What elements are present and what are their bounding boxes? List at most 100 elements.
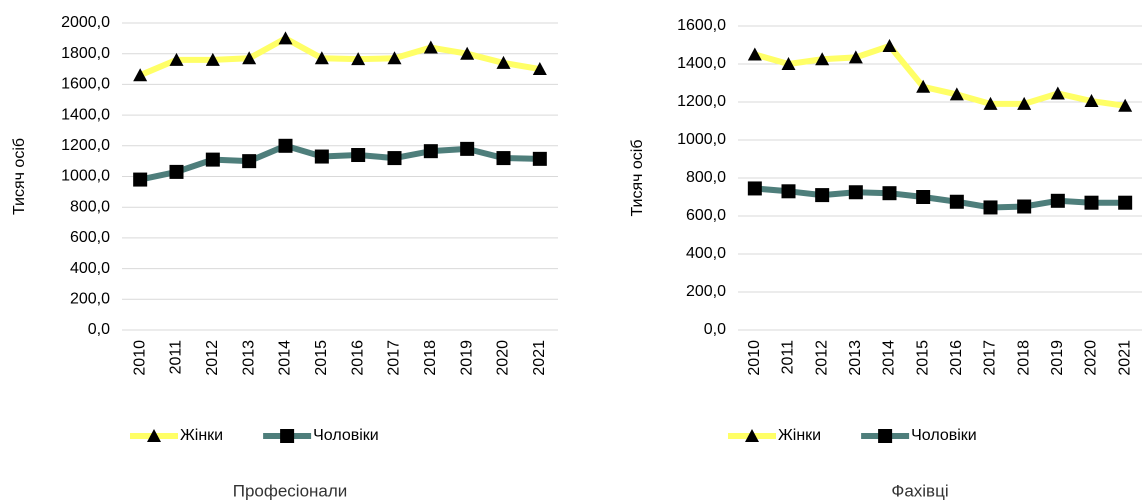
y-tick-label: 0,0 xyxy=(88,321,110,338)
square-marker xyxy=(781,184,796,199)
y-tick-label: 1000,0 xyxy=(677,131,726,148)
series-line xyxy=(138,35,541,78)
legend-label: Чоловіки xyxy=(911,427,977,444)
triangle-marker xyxy=(848,50,863,64)
triangle-marker xyxy=(314,51,329,65)
square-marker xyxy=(532,151,547,166)
square-marker xyxy=(1017,199,1032,214)
y-tick-label: 800,0 xyxy=(686,169,726,186)
y-tick-label: 1600,0 xyxy=(61,76,110,93)
y-tick-label: 1800,0 xyxy=(61,45,110,62)
legend-marker xyxy=(878,429,893,443)
square-marker xyxy=(949,194,964,209)
triangle-marker xyxy=(460,46,475,60)
x-tick-label: 2015 xyxy=(914,340,931,376)
x-tick-label: 2015 xyxy=(313,340,330,376)
y-axis-label: Тисяч осіб xyxy=(11,138,28,215)
triangle-marker xyxy=(169,52,184,66)
chart-title: Професіонали xyxy=(233,481,348,500)
square-marker xyxy=(205,152,220,167)
square-marker xyxy=(423,144,438,159)
triangle-marker xyxy=(532,62,547,76)
triangle-marker xyxy=(747,47,762,61)
triangle-marker xyxy=(815,52,830,66)
square-marker xyxy=(387,151,402,166)
triangle-marker xyxy=(133,68,148,82)
square-marker xyxy=(242,154,257,169)
legend-label: Жінки xyxy=(180,427,223,444)
y-tick-label: 1400,0 xyxy=(677,55,726,72)
triangle-marker xyxy=(351,52,366,66)
triangle-marker xyxy=(1084,94,1099,108)
y-tick-label: 400,0 xyxy=(70,260,110,277)
x-tick-label: 2011 xyxy=(780,340,797,375)
x-tick-label: 2012 xyxy=(813,340,830,376)
triangle-marker xyxy=(882,38,897,52)
y-tick-label: 800,0 xyxy=(70,198,110,215)
chart-title: Фахівці xyxy=(891,481,948,500)
square-marker xyxy=(351,148,366,163)
square-marker xyxy=(169,164,184,179)
y-axis-label: Тисяч осіб xyxy=(629,139,646,216)
triangle-marker xyxy=(949,87,964,101)
x-tick-label: 2020 xyxy=(495,340,512,376)
square-marker xyxy=(1050,193,1065,208)
triangle-marker xyxy=(1017,96,1032,110)
legend-label: Жінки xyxy=(778,427,821,444)
triangle-marker xyxy=(205,52,220,66)
x-tick-label: 2019 xyxy=(458,340,475,376)
square-marker xyxy=(815,188,830,203)
x-tick-label: 2014 xyxy=(881,340,898,376)
x-tick-label: 2018 xyxy=(1015,340,1032,376)
square-marker xyxy=(1084,195,1099,210)
x-tick-label: 2019 xyxy=(1049,340,1066,376)
triangle-marker xyxy=(781,57,796,70)
series-line xyxy=(754,42,1126,109)
triangle-marker xyxy=(423,40,438,54)
square-marker xyxy=(133,172,148,187)
y-tick-label: 1400,0 xyxy=(61,106,110,123)
legend-label: Чоловіки xyxy=(313,427,379,444)
y-tick-label: 1000,0 xyxy=(61,168,110,185)
square-marker xyxy=(1118,195,1133,210)
square-marker xyxy=(314,149,329,164)
x-tick-label: 2016 xyxy=(349,340,366,376)
x-tick-label: 2013 xyxy=(847,340,864,376)
x-tick-label: 2020 xyxy=(1083,340,1100,376)
triangle-marker xyxy=(1118,98,1133,112)
x-tick-label: 2010 xyxy=(131,340,148,376)
x-tick-label: 2017 xyxy=(982,340,999,376)
y-tick-label: 1200,0 xyxy=(61,137,110,154)
triangle-marker xyxy=(496,55,511,69)
y-tick-label: 200,0 xyxy=(686,283,726,300)
triangle-marker xyxy=(1050,86,1065,100)
square-marker xyxy=(848,185,863,200)
legend-marker xyxy=(280,429,295,443)
triangle-marker xyxy=(916,79,931,93)
x-tick-label: 2013 xyxy=(240,340,257,376)
square-marker xyxy=(460,141,475,156)
square-marker xyxy=(983,200,998,215)
series-line xyxy=(754,185,1126,211)
legend-marker xyxy=(147,429,161,442)
y-tick-label: 1200,0 xyxy=(677,93,726,110)
x-tick-label: 2021 xyxy=(1116,340,1133,376)
square-marker xyxy=(278,138,293,153)
square-marker xyxy=(747,181,762,196)
square-marker xyxy=(496,151,511,166)
x-tick-label: 2018 xyxy=(422,340,439,376)
x-tick-label: 2010 xyxy=(746,340,763,376)
x-tick-label: 2017 xyxy=(386,340,403,376)
x-tick-label: 2012 xyxy=(204,340,221,376)
square-marker xyxy=(916,190,931,204)
y-tick-label: 2000,0 xyxy=(61,14,110,31)
square-marker xyxy=(882,186,897,201)
y-tick-label: 1600,0 xyxy=(677,17,726,34)
y-tick-label: 600,0 xyxy=(70,229,110,246)
triangle-marker xyxy=(387,51,402,65)
y-tick-label: 600,0 xyxy=(686,207,726,224)
x-tick-label: 2011 xyxy=(168,340,185,375)
y-tick-label: 400,0 xyxy=(686,245,726,262)
legend-marker xyxy=(745,429,759,442)
